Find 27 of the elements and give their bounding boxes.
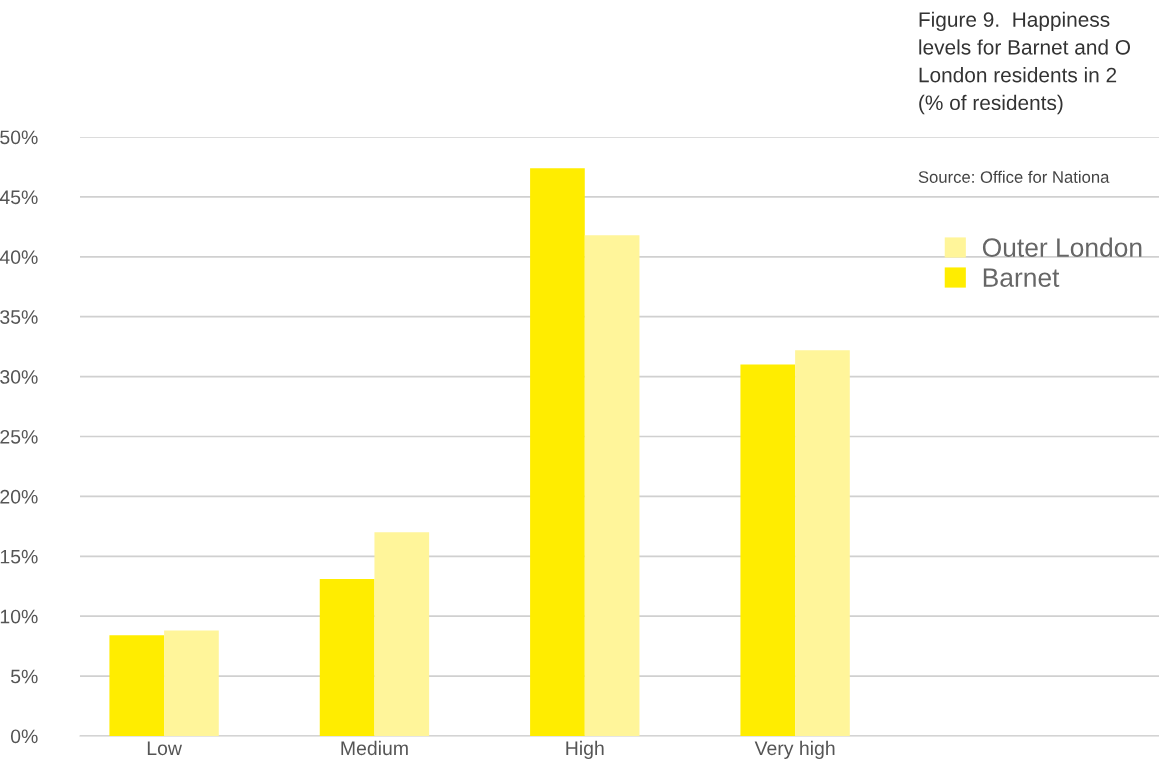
y-tick-label: 20% [0,489,38,504]
y-tick-label: 30% [0,370,38,384]
y-tick-label: 25% [0,429,38,444]
y-tick-label: 15% [0,549,38,564]
x-tick-label: Low [147,741,182,756]
bar [164,630,219,736]
x-tick-label: High [566,740,604,759]
y-tick-label: 0% [10,729,38,744]
y-tick-label: 35% [0,310,38,324]
y-tick-label: 45% [0,190,38,205]
x-tick-label: Very high [754,740,835,759]
legend-label: Outer London [982,237,1142,257]
bar [109,635,165,736]
bar [319,579,375,736]
y-tick-label: 5% [10,669,38,684]
x-tick-label: Medium [341,740,408,756]
bar [740,364,796,736]
bar [374,532,430,736]
y-tick-label: 10% [0,609,38,624]
legend-label: Barnet [983,268,1060,287]
y-tick-label: 40% [0,250,38,265]
text: Figure 9. Happiness levels for Barnet and O London residents in 2 (% of residents) [919,11,1131,115]
source-note: Source: Office for Nationa [918,170,1110,183]
bar [530,168,585,736]
y-tick-label: 50% [0,130,38,145]
bar [584,235,640,736]
bar [795,350,850,736]
